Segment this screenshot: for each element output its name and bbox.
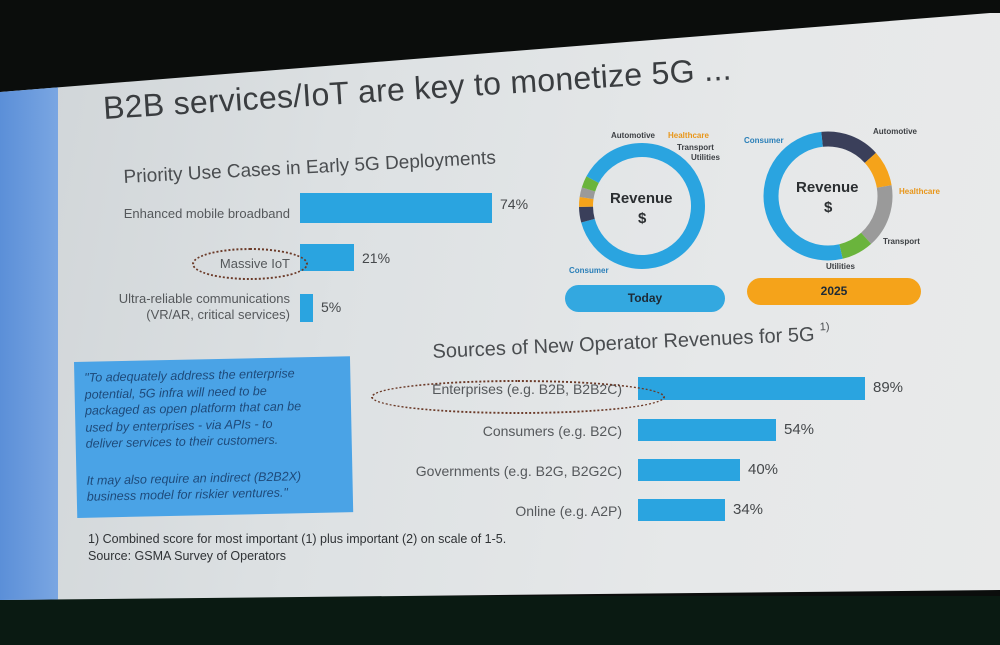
chart1-value-label-3: 5% bbox=[321, 299, 342, 315]
chart2-category-label-4: Online (e.g. A2P) bbox=[515, 503, 622, 519]
donut-2025-label-transport: Transport bbox=[883, 237, 920, 246]
chart2-value-label-4: 34% bbox=[733, 501, 764, 518]
chart2-highlight-oval bbox=[371, 380, 665, 414]
quote-line: business model for riskier ventures." bbox=[86, 485, 288, 504]
donut-2025-label-automotive: Automotive bbox=[873, 127, 917, 136]
chart2-bar-4 bbox=[638, 499, 725, 521]
chart2-value-label-1: 89% bbox=[873, 379, 904, 396]
chart1-bar-1 bbox=[300, 193, 492, 223]
donut-2025-slice-utilities bbox=[838, 232, 872, 259]
quote-line: deliver services to their customers. bbox=[85, 432, 279, 451]
donut-2025-caption-pill: 2025 bbox=[747, 278, 921, 305]
donut-today-label-utilities: Utilities bbox=[691, 153, 720, 162]
donut-today-slice-transport bbox=[579, 187, 596, 200]
chart1-highlight-oval bbox=[192, 248, 308, 280]
donut-2025-slice-automotive bbox=[821, 131, 876, 164]
source-note: Source: GSMA Survey of Operators bbox=[88, 549, 286, 563]
donut-2025-slice-healthcare bbox=[864, 152, 892, 189]
donut-today-label-consumer: Consumer bbox=[569, 266, 609, 275]
chart2-value-label-2: 54% bbox=[784, 421, 815, 438]
donut-today-label-healthcare: Healthcare bbox=[668, 131, 709, 140]
donut-today-center-label-1: Revenue bbox=[610, 190, 673, 207]
donut-2025-label-utilities: Utilities bbox=[826, 262, 855, 271]
chart1-category-label-1: Enhanced mobile broadband bbox=[124, 206, 290, 222]
chart1-bar-2 bbox=[300, 244, 354, 271]
chart2-bar-2 bbox=[638, 419, 776, 441]
room-floor bbox=[0, 596, 1000, 645]
donut-2025-center-label-1: Revenue bbox=[796, 179, 859, 196]
donut-2025-label-healthcare: Healthcare bbox=[899, 187, 940, 196]
donut-today-slice-healthcare bbox=[579, 197, 594, 207]
chart1-category-line: Enhanced mobile broadband bbox=[123, 206, 290, 221]
chart2-category-label-2: Consumers (e.g. B2C) bbox=[482, 423, 622, 439]
chart1-category-line: (VR/AR, critical services) bbox=[146, 307, 290, 322]
chart2-value-label-3: 40% bbox=[748, 461, 779, 478]
donut-2025-center-label-2: $ bbox=[824, 199, 833, 216]
chart1-category-line: Ultra-reliable communications bbox=[118, 291, 290, 306]
chart1-bar-3 bbox=[300, 294, 313, 322]
donut-today-label-transport: Transport bbox=[677, 143, 714, 152]
donut-today-slice-utilities bbox=[581, 176, 599, 192]
chart2-title-footnote-mark: 1) bbox=[819, 321, 830, 334]
donut-2025-slice-consumer bbox=[763, 131, 843, 261]
donut-today-slice-consumer bbox=[581, 143, 705, 269]
chart1-value-label-2: 21% bbox=[362, 250, 391, 266]
chart1-value-label-1: 74% bbox=[500, 196, 529, 212]
donut-today-center-label-2: $ bbox=[638, 210, 647, 227]
slide-side-accent bbox=[0, 87, 58, 600]
donut-2025-slice-transport bbox=[860, 185, 893, 244]
donut-today-caption-pill: Today bbox=[565, 285, 725, 312]
chart2-bar-1 bbox=[638, 377, 865, 400]
chart2-bar-3 bbox=[638, 459, 740, 481]
donut-2025-label-consumer: Consumer bbox=[744, 136, 784, 145]
donut-today-slice-automotive bbox=[579, 206, 595, 223]
chart2-category-label-3: Governments (e.g. B2G, B2G2C) bbox=[415, 463, 622, 479]
donut-today-label-automotive: Automotive bbox=[611, 131, 655, 140]
quote-box: "To adequately address the enterprise pot… bbox=[74, 356, 354, 518]
footnote: 1) Combined score for most important (1)… bbox=[88, 532, 507, 546]
chart1-category-label-3: Ultra-reliable communications (VR/AR, cri… bbox=[119, 291, 290, 323]
